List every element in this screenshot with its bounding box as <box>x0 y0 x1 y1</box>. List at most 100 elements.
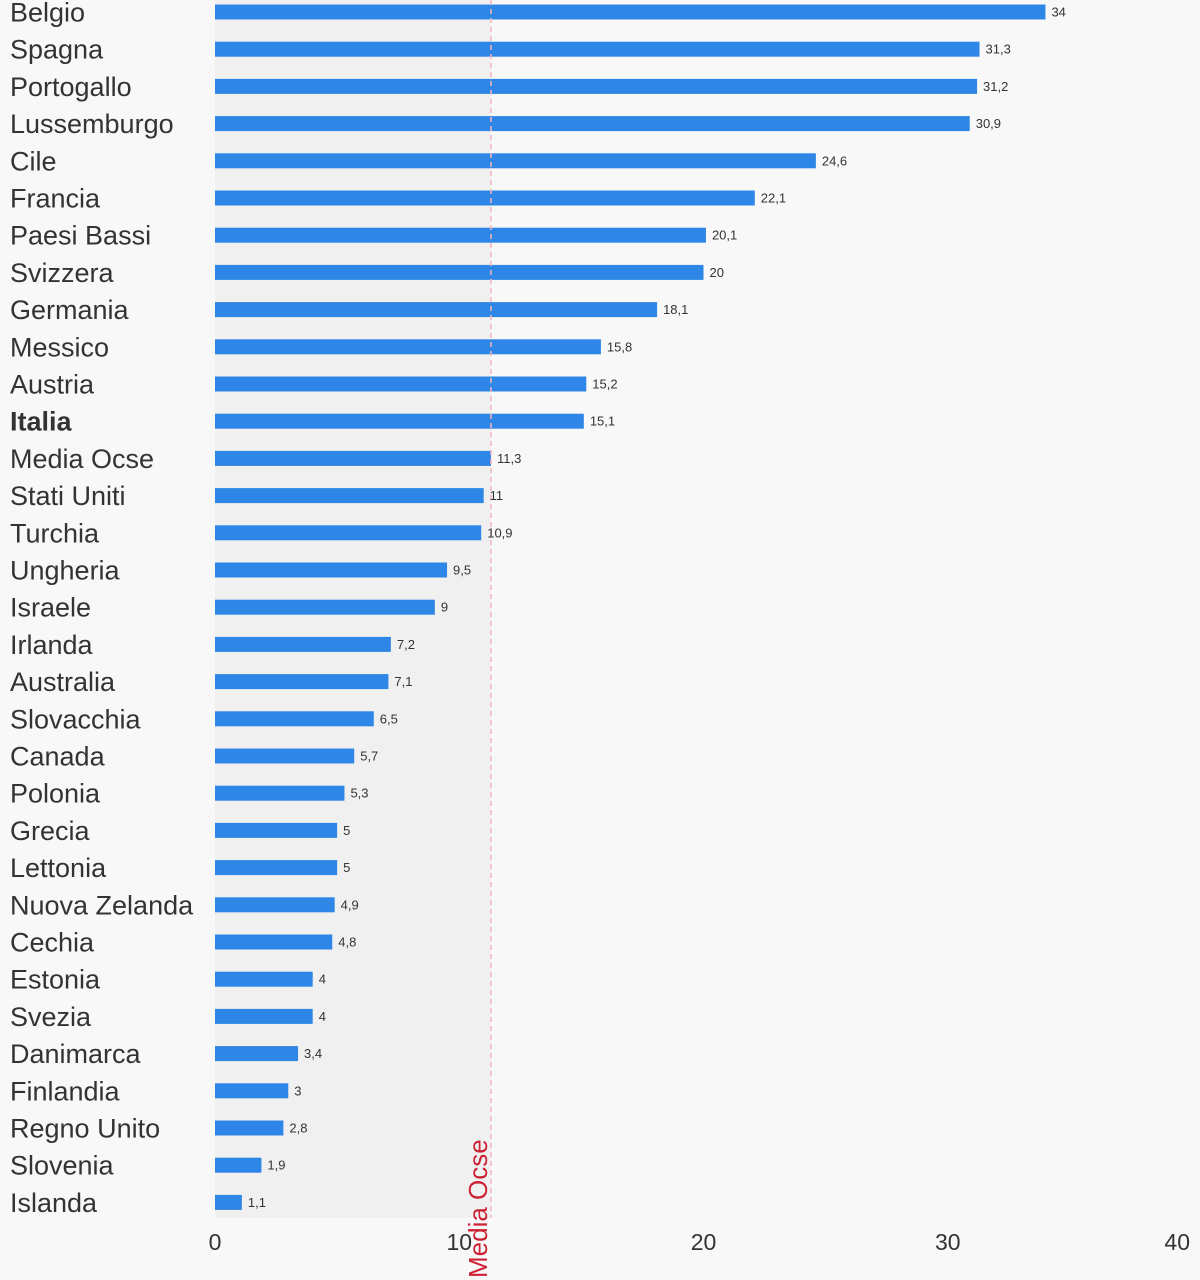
bar-value-label: 18,1 <box>663 302 688 317</box>
category-label: Media Ocse <box>10 444 154 474</box>
category-label: Polonia <box>10 779 101 809</box>
bar-value-label: 5 <box>343 860 350 875</box>
bar-value-label: 5,7 <box>360 749 378 764</box>
category-labels-layer: Belgio Spagna Portogallo Lussemburgo Cile Fra… <box>10 0 194 1218</box>
bar <box>215 450 492 466</box>
bar <box>215 153 816 169</box>
bar <box>215 264 704 280</box>
category-label: Cile <box>10 146 57 176</box>
bar-value-label: 34 <box>1051 5 1065 20</box>
bar-value-label: 7,1 <box>394 674 412 689</box>
bar-value-label: 15,2 <box>592 377 617 392</box>
category-label: Germania <box>10 295 130 325</box>
bar <box>215 1194 242 1210</box>
category-label: Cechia <box>10 928 95 958</box>
category-label: Canada <box>10 742 106 772</box>
category-label: Lussemburgo <box>10 109 174 139</box>
bar <box>215 413 584 429</box>
category-label: Francia <box>10 184 101 214</box>
bar <box>215 339 601 355</box>
bar-value-label: 2,8 <box>289 1121 307 1136</box>
category-label: Turchia <box>10 518 100 548</box>
category-label: Lettonia <box>10 853 107 883</box>
bar-value-label: 31,2 <box>983 79 1008 94</box>
bar <box>215 1120 284 1136</box>
bar-value-label: 15,8 <box>607 339 632 354</box>
category-label: Israele <box>10 593 91 623</box>
bar <box>215 116 970 132</box>
x-tick-label: 10 <box>446 1229 472 1255</box>
bar-value-label: 7,2 <box>397 637 415 652</box>
bar <box>215 562 448 578</box>
bar <box>215 748 355 764</box>
bar-value-label: 9 <box>441 600 448 615</box>
category-label: Svezia <box>10 1002 92 1032</box>
bar <box>215 190 755 206</box>
category-label: Paesi Bassi <box>10 221 151 251</box>
category-label: Belgio <box>10 0 85 28</box>
bar <box>215 785 345 801</box>
bar <box>215 4 1046 20</box>
bar-value-label: 5,3 <box>350 786 368 801</box>
bar-value-label: 31,3 <box>986 42 1011 57</box>
bar-value-label: 22,1 <box>761 191 786 206</box>
bar <box>215 1008 313 1024</box>
bar-value-label: 4 <box>319 1009 326 1024</box>
bar <box>215 1157 262 1173</box>
category-label: Grecia <box>10 816 91 846</box>
category-label: Estonia <box>10 965 101 995</box>
category-label: Italia <box>10 407 73 437</box>
bar-value-label: 30,9 <box>976 116 1001 131</box>
bar <box>215 636 391 652</box>
bar-value-label: 9,5 <box>453 563 471 578</box>
bar-value-label: 11,3 <box>497 451 521 466</box>
bar-value-label: 4,9 <box>341 897 359 912</box>
bar-value-label: 1,9 <box>267 1158 285 1173</box>
x-tick-label: 20 <box>691 1229 717 1255</box>
bar <box>215 1046 299 1062</box>
bar-value-label: 10,9 <box>487 525 512 540</box>
category-label: Stati Uniti <box>10 481 126 511</box>
bar <box>215 41 980 57</box>
bar <box>215 934 333 950</box>
bar-value-label: 1,1 <box>248 1195 266 1210</box>
bar <box>215 525 482 541</box>
bar-value-label: 3 <box>294 1083 301 1098</box>
bar-value-label: 11 <box>490 488 504 503</box>
x-axis-ticks-layer: 0 10 20 30 40 Media Ocse <box>209 1139 1190 1278</box>
bar-value-label: 20 <box>710 265 724 280</box>
bar <box>215 376 587 392</box>
bar <box>215 488 484 504</box>
bar <box>215 302 658 318</box>
category-label: Messico <box>10 332 109 362</box>
bar-value-label: 15,1 <box>590 414 615 429</box>
category-label: Slovenia <box>10 1151 115 1181</box>
bar <box>215 971 313 987</box>
category-label: Slovacchia <box>10 704 142 734</box>
category-label: Islanda <box>10 1188 98 1218</box>
bar-value-label: 20,1 <box>712 228 737 243</box>
category-label: Nuova Zelanda <box>10 890 194 920</box>
category-label: Ungheria <box>10 556 121 586</box>
bar <box>215 599 435 615</box>
bar <box>215 711 374 727</box>
category-label: Finlandia <box>10 1076 121 1106</box>
x-tick-label: 40 <box>1164 1229 1190 1255</box>
category-label: Danimarca <box>10 1039 142 1069</box>
bar <box>215 822 338 838</box>
category-label: Regno Unito <box>10 1114 160 1144</box>
value-labels-layer: 3431,331,230,924,622,120,12018,115,815,2… <box>248 5 1066 1210</box>
bar <box>215 860 338 876</box>
bar-value-label: 4,8 <box>338 935 356 950</box>
category-label: Svizzera <box>10 258 115 288</box>
category-label: Spagna <box>10 35 104 65</box>
category-label: Austria <box>10 370 95 400</box>
bar-value-label: 6,5 <box>380 711 398 726</box>
bar-value-label: 3,4 <box>304 1046 322 1061</box>
x-tick-label: 30 <box>935 1229 961 1255</box>
category-label: Australia <box>10 667 116 697</box>
bar <box>215 227 706 243</box>
bar-value-label: 4 <box>319 972 326 987</box>
bar <box>215 897 335 913</box>
